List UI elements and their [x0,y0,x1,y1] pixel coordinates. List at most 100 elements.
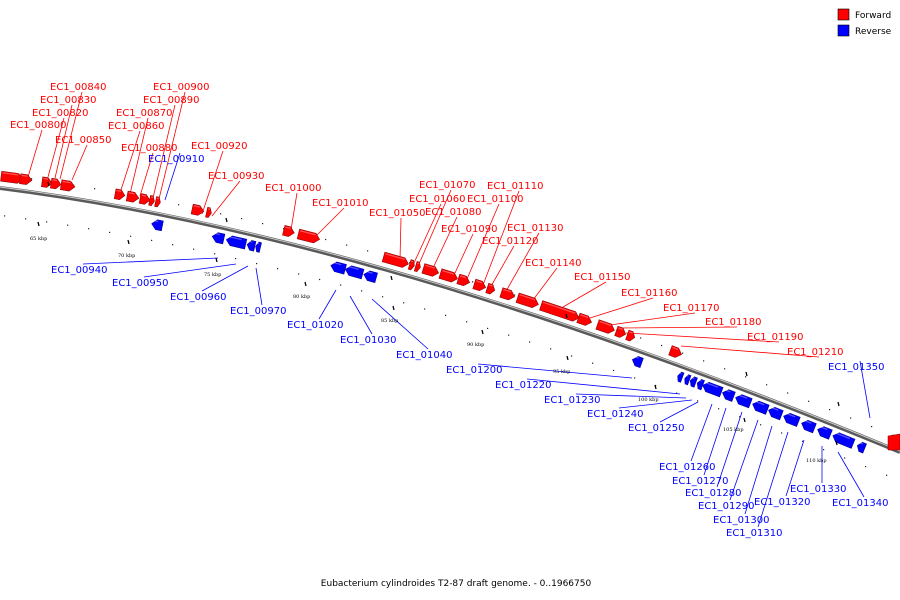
gene-label[interactable]: EC1_00850 [55,135,111,146]
gene-glyph[interactable] [595,319,616,335]
gene-glyph[interactable] [151,219,164,232]
gene-label[interactable]: EC1_01290 [698,501,754,512]
reverse-gene-arrow[interactable] [695,378,705,391]
gene-label[interactable]: EC1_01220 [495,380,551,391]
forward-gene-arrow[interactable] [668,345,684,360]
forward-gene-arrow[interactable] [296,228,321,244]
gene-glyph[interactable] [855,441,867,454]
gene-label[interactable]: EC1_01080 [425,207,481,218]
gene-glyph[interactable] [539,300,580,323]
gene-label[interactable]: EC1_01010 [312,198,368,209]
gene-label[interactable]: EC1_01350 [828,362,884,373]
gene-glyph[interactable] [631,355,644,369]
gene-label[interactable]: EC1_00970 [230,306,286,317]
gene-glyph[interactable] [515,292,540,309]
gene-glyph[interactable] [113,188,126,201]
gene-glyph[interactable] [282,225,295,237]
gene-glyph[interactable] [668,345,684,360]
gene-label[interactable]: EC1_01300 [713,515,769,526]
gene-label[interactable]: EC1_01020 [287,320,343,331]
gene-label[interactable]: EC1_01200 [446,365,502,376]
forward-gene-arrow[interactable] [148,195,156,207]
gene-label[interactable]: EC1_01030 [340,335,396,346]
gene-glyph[interactable] [60,179,76,192]
gene-glyph[interactable] [205,206,212,218]
gene-label[interactable]: EC1_00870 [116,108,172,119]
reverse-gene-arrow[interactable] [254,241,262,253]
reverse-gene-arrow[interactable] [211,232,226,245]
forward-gene-arrow[interactable] [576,312,593,327]
gene-glyph[interactable] [614,325,628,339]
gene-label[interactable]: EC1_01120 [482,236,538,247]
gene-glyph[interactable] [683,374,692,386]
reverse-gene-arrow[interactable] [225,235,248,250]
gene-label[interactable]: EC1_00960 [170,292,226,303]
reverse-gene-arrow[interactable] [751,399,770,415]
gene-label[interactable]: EC1_01280 [685,488,741,499]
gene-glyph[interactable] [816,425,833,440]
forward-gene-arrow[interactable] [625,329,637,342]
forward-gene-arrow[interactable] [515,292,540,309]
forward-gene-arrow[interactable] [421,263,440,278]
reverse-gene-arrow[interactable] [800,418,817,434]
gene-label[interactable]: EC1_01060 [409,194,465,205]
gene-label[interactable]: EC1_00860 [108,121,164,132]
gene-glyph[interactable] [676,371,685,383]
forward-gene-arrow[interactable] [539,300,580,323]
gene-glyph[interactable] [329,261,347,275]
gene-label[interactable]: EC1_01180 [705,317,761,328]
gene-label[interactable]: EC1_00900 [153,82,209,93]
gene-label[interactable]: EC1_01320 [754,497,810,508]
gene-glyph[interactable] [50,177,62,190]
reverse-gene-arrow[interactable] [734,393,753,409]
reverse-gene-arrow[interactable] [362,270,378,283]
gene-glyph[interactable] [782,411,801,427]
forward-gene-arrow[interactable] [456,273,471,287]
gene-glyph[interactable] [721,388,736,402]
forward-gene-arrow[interactable] [438,268,459,284]
reverse-gene-arrow[interactable] [329,261,347,275]
gene-glyph[interactable] [138,193,151,206]
gene-label[interactable]: EC1_01000 [265,183,321,194]
gene-label[interactable]: EC1_01330 [790,484,846,495]
reverse-gene-arrow[interactable] [631,355,644,369]
gene-glyph[interactable] [695,378,705,391]
gene-glyph[interactable] [413,261,422,273]
gene-glyph[interactable] [125,190,140,203]
gene-label[interactable]: EC1_01150 [574,272,630,283]
reverse-gene-arrow[interactable] [816,425,833,440]
reverse-gene-arrow[interactable] [831,431,856,449]
gene-label[interactable]: EC1_01210 [787,347,843,358]
gene-glyph[interactable] [254,241,262,253]
gene-glyph[interactable] [472,278,487,292]
gene-label[interactable]: EC1_01170 [663,303,719,314]
gene-label[interactable]: EC1_00910 [148,154,204,165]
forward-gene-arrow[interactable] [485,282,497,295]
gene-label[interactable]: EC1_01100 [467,194,523,205]
gene-glyph[interactable] [148,195,156,207]
forward-gene-arrow[interactable] [125,190,140,203]
gene-label[interactable]: EC1_01260 [659,462,715,473]
forward-gene-arrow[interactable] [381,251,410,269]
reverse-gene-arrow[interactable] [151,219,164,232]
forward-gene-arrow[interactable] [19,173,33,186]
gene-label[interactable]: EC1_01050 [369,208,425,219]
gene-glyph[interactable] [421,263,440,278]
gene-glyph[interactable] [800,418,817,434]
gene-label[interactable]: EC1_01270 [672,476,728,487]
gene-label[interactable]: EC1_01140 [525,258,581,269]
gene-glyph[interactable] [767,406,784,421]
reverse-gene-arrow[interactable] [701,381,724,398]
gene-glyph[interactable] [751,399,770,415]
gene-label[interactable]: EC1_01230 [544,395,600,406]
gene-glyph[interactable] [625,329,637,342]
gene-label[interactable]: EC1_01340 [832,498,888,509]
gene-glyph[interactable] [246,240,257,252]
forward-gene-arrow[interactable] [190,203,205,216]
gene-glyph[interactable] [485,282,497,295]
gene-label[interactable]: EC1_01070 [419,180,475,191]
gene-label[interactable]: EC1_01040 [396,350,452,361]
gene-label[interactable]: EC1_01190 [747,332,803,343]
gene-glyph[interactable] [296,228,321,244]
forward-gene-arrow[interactable] [413,261,422,273]
